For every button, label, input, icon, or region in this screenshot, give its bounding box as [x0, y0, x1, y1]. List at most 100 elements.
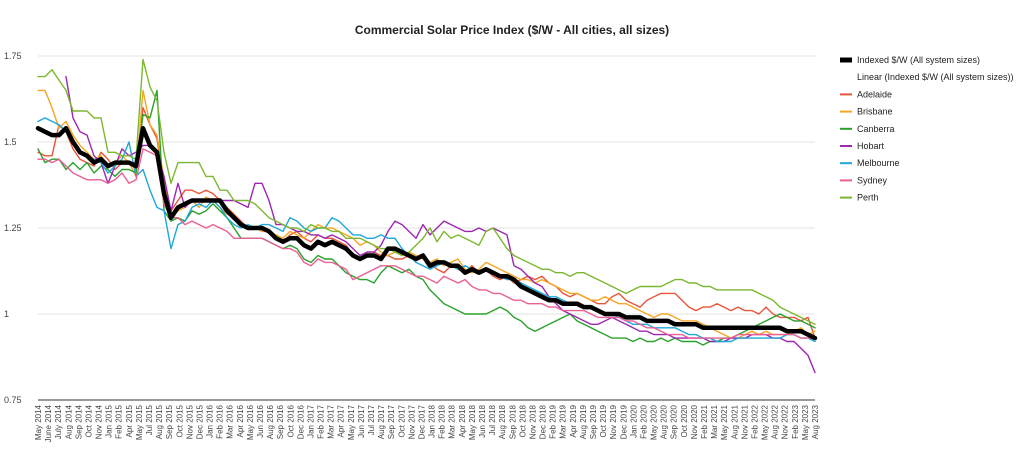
x-axis: May 2014 June 2014 July 2014 Aug 2014 Sep 20…	[34, 404, 820, 442]
x-tick-label: Apr 2015	[125, 404, 134, 437]
x-tick-label: May 2020	[650, 404, 659, 440]
series-line-canberra	[37, 89, 816, 346]
x-tick-label: Mar 2021	[710, 404, 719, 438]
x-tick-label: Nov 2015	[185, 404, 194, 439]
x-tick-label: Feb 2015	[115, 404, 124, 438]
x-tick-label: Mar 2019	[559, 404, 568, 438]
x-tick-label: Apr 2018	[458, 404, 467, 437]
x-tick-label: Feb 2018	[438, 404, 447, 438]
series-line-melbourne	[37, 117, 816, 343]
x-tick-label: Aug 2020	[660, 404, 669, 439]
x-tick-label: Feb 2017	[317, 404, 326, 438]
x-tick-label: Jan 2017	[306, 404, 315, 437]
series-group	[35, 58, 818, 374]
x-tick-label: Feb 2023	[791, 404, 800, 438]
x-tick-label: Nov 2018	[528, 404, 537, 439]
x-tick-label: May 2017	[347, 404, 356, 440]
x-tick-label: Sep 2017	[387, 404, 396, 439]
x-tick-label: Dec 2018	[539, 404, 548, 439]
x-tick-label: Nov 2020	[690, 404, 699, 439]
x-tick-label: Aug 2018	[498, 404, 507, 439]
x-tick-label: Nov 2017	[407, 404, 416, 439]
x-tick-label: Sep 2020	[670, 404, 679, 439]
x-tick-label: Aug 2021	[730, 404, 739, 439]
y-axis: 0.75 1 1.25 1.5 1.75	[4, 51, 22, 405]
series-line-brisbane	[37, 89, 816, 339]
x-tick-label: Dec 2019	[619, 404, 628, 439]
x-tick-label: Nov 2014	[95, 404, 104, 439]
x-tick-label: Nov 2019	[609, 404, 618, 439]
x-tick-label: Nov 2022	[781, 404, 790, 439]
legend-label-melbourne: Melbourne	[857, 158, 900, 168]
x-tick-label: Aug 2014	[64, 404, 73, 439]
legend-label-canberra: Canberra	[857, 124, 895, 134]
x-tick-label: Feb 2022	[750, 404, 759, 438]
x-tick-label: Sep 2015	[165, 404, 174, 439]
legend: Indexed $/W (All system sizes) Linear (In…	[840, 55, 1014, 203]
x-tick-label: Mar 2018	[448, 404, 457, 438]
x-tick-label: Jun 2017	[357, 404, 366, 437]
x-tick-label: May 2022	[761, 404, 770, 440]
legend-label-hobart: Hobart	[857, 141, 885, 151]
x-tick-label: Jan 2020	[629, 404, 638, 437]
x-tick-label: Oct 2018	[518, 404, 527, 437]
x-tick-label: Aug 2017	[377, 404, 386, 439]
chart-title: Commercial Solar Price Index ($/W - All …	[355, 23, 669, 37]
x-tick-label: Dec 2015	[195, 404, 204, 439]
x-tick-label: Jun 2018	[478, 404, 487, 437]
x-tick-label: Sep 2018	[508, 404, 517, 439]
x-tick-label: Jul 2015	[145, 404, 154, 435]
x-tick-label: May 2014	[34, 404, 43, 440]
x-tick-label: May 2018	[468, 404, 477, 440]
series-line-perth	[37, 58, 816, 325]
x-tick-label: Feb 2019	[549, 404, 558, 438]
y-tick-label: 0.75	[4, 395, 22, 405]
x-tick-label: Jan 2018	[428, 404, 437, 437]
x-tick-label: Oct 2015	[175, 404, 184, 437]
x-tick-label: Oct 2014	[84, 404, 93, 437]
x-tick-label: Mar 2017	[327, 404, 336, 438]
y-tick-label: 1.75	[4, 51, 22, 61]
x-tick-label: May 2023	[801, 404, 810, 440]
x-tick-label: Dec 2016	[296, 404, 305, 439]
x-tick-label: Apr 2019	[569, 404, 578, 437]
x-tick-label: Aug 2016	[266, 404, 275, 439]
x-tick-label: July 2014	[54, 404, 63, 439]
x-tick-label: Sep 2019	[589, 404, 598, 439]
legend-label-indexed-w-all-system-sizes: Indexed $/W (All system sizes)	[857, 55, 980, 65]
x-tick-label: Feb 2016	[216, 404, 225, 438]
legend-label-brisbane: Brisbane	[857, 107, 893, 117]
x-tick-label: June 2014	[44, 404, 53, 442]
x-tick-label: Nov 2021	[740, 404, 749, 439]
x-tick-label: May 2021	[720, 404, 729, 440]
x-tick-label: Jul 2017	[367, 404, 376, 435]
legend-label-perth: Perth	[857, 193, 879, 203]
legend-label-linear-indexed-w-all-system-sizes: Linear (Indexed $/W (All system sizes))	[857, 72, 1014, 82]
x-tick-label: Dec 2017	[417, 404, 426, 439]
x-tick-label: Feb 2021	[700, 404, 709, 438]
grid-lines	[38, 55, 815, 401]
x-tick-label: Oct 2019	[599, 404, 608, 437]
x-tick-label: Jun 2016	[256, 404, 265, 437]
x-tick-label: Aug 2022	[771, 404, 780, 439]
series-line-indexed-w-all-system-sizes	[35, 125, 818, 341]
legend-label-adelaide: Adelaide	[857, 89, 892, 99]
x-tick-label: May 2016	[246, 404, 255, 440]
x-tick-label: Aug 2015	[155, 404, 164, 439]
x-tick-label: Feb 2020	[639, 404, 648, 438]
y-tick-label: 1.5	[4, 137, 17, 147]
x-tick-label: Aug 2019	[579, 404, 588, 439]
x-tick-label: Mar 2016	[226, 404, 235, 438]
x-tick-label: Aug 2023	[811, 404, 820, 439]
y-tick-label: 1	[4, 309, 9, 319]
x-tick-label: Jan 2016	[206, 404, 215, 437]
x-tick-label: Apr 2016	[236, 404, 245, 437]
x-tick-label: Apr 2017	[337, 404, 346, 437]
y-tick-label: 1.25	[4, 223, 22, 233]
legend-label-sydney: Sydney	[857, 175, 888, 185]
x-tick-label: Jul 2018	[488, 404, 497, 435]
x-tick-label: Oct 2020	[680, 404, 689, 437]
x-tick-label: Jan 2015	[105, 404, 114, 437]
